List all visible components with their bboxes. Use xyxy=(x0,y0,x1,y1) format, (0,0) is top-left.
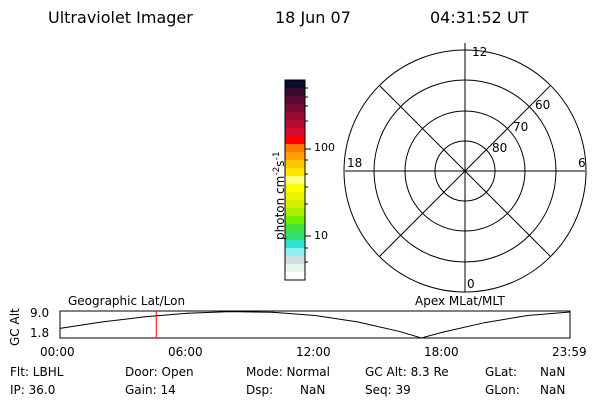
mlt-label-6: 6 xyxy=(578,156,586,170)
colorbar-band xyxy=(285,240,305,249)
chart-frame xyxy=(59,310,571,339)
colorbar-tick-100: 100 xyxy=(314,141,335,154)
colorbar-band xyxy=(285,184,305,193)
altitude-point xyxy=(484,322,486,324)
x-tick-1: 06:00 xyxy=(168,345,203,359)
y-tick-9: 9.0 xyxy=(30,306,50,320)
ip-label: IP: 36.0 xyxy=(10,383,56,397)
gain-label: Gain: 14 xyxy=(125,383,176,397)
altitude-point xyxy=(357,321,358,323)
x-tick-3: 18:00 xyxy=(424,345,459,359)
altitude-point xyxy=(102,321,103,323)
glat-label: GLat: xyxy=(485,365,518,379)
colorbar-band xyxy=(285,120,305,129)
gc-alt-label: GC Alt: 8.3 Re xyxy=(365,365,449,379)
colorbar-band xyxy=(285,200,305,209)
altitude-point xyxy=(314,315,316,316)
mlt-label-18: 18 xyxy=(347,156,363,170)
lat-label-80: 80 xyxy=(492,141,508,155)
colorbar-band xyxy=(285,176,305,185)
glat-value: NaN xyxy=(540,365,566,379)
colorbar-band xyxy=(285,104,305,113)
colorbar-band xyxy=(285,224,305,233)
colorbar-band xyxy=(285,152,305,161)
colorbar-band xyxy=(285,128,305,137)
colorbar-tick-10: 10 xyxy=(314,229,328,242)
geographic-title: Geographic Lat/Lon xyxy=(68,294,186,308)
colorbar-frame xyxy=(284,79,306,281)
colorbar-band xyxy=(285,272,305,281)
altitude-point xyxy=(187,312,188,314)
colorbar-band xyxy=(285,144,305,153)
colorbar-band xyxy=(285,80,305,89)
mlt-label-12: 12 xyxy=(472,45,488,59)
altitude-point xyxy=(420,337,422,339)
x-tick-4: 23:59 xyxy=(552,345,587,359)
apex-title: Apex MLat/MLT xyxy=(415,294,505,308)
mlt-label-0: 0 xyxy=(467,277,475,291)
altitude-point xyxy=(527,315,528,316)
x-tick-2: 12:00 xyxy=(296,345,331,359)
lat-label-70: 70 xyxy=(513,120,529,134)
altitude-point xyxy=(399,331,401,333)
altitude-point xyxy=(229,311,231,313)
altitude-point xyxy=(272,311,273,313)
colorbar-band xyxy=(285,168,305,177)
colorbar-band xyxy=(285,160,305,169)
glon-label: GLon: xyxy=(485,383,520,397)
glon-value: NaN xyxy=(540,383,566,397)
colorbar-band xyxy=(285,136,305,145)
colorbar-band xyxy=(285,112,305,121)
colorbar-band xyxy=(285,96,305,105)
filter-label: Flt: LBHL xyxy=(10,365,64,379)
time-label: 04:31:52 UT xyxy=(430,8,529,27)
instrument-title: Ultraviolet Imager xyxy=(48,8,193,27)
altitude-point xyxy=(442,331,443,333)
altitude-point xyxy=(144,316,146,318)
altitude-line xyxy=(59,311,571,339)
colorbar-band xyxy=(285,192,305,201)
colorbar-band xyxy=(285,208,305,217)
altitude-point xyxy=(569,311,571,313)
door-label: Door: Open xyxy=(125,365,194,379)
diagonal-line xyxy=(379,85,551,257)
lat-label-60: 60 xyxy=(535,98,551,112)
colorbar-band xyxy=(285,88,305,97)
colorbar-band xyxy=(285,264,305,273)
x-tick-0: 00:00 xyxy=(40,345,75,359)
colorbar-band xyxy=(285,232,305,241)
colorbar-band xyxy=(285,248,305,257)
seq-label: Seq: 39 xyxy=(365,383,411,397)
mode-label: Mode: Normal xyxy=(246,365,330,379)
colorbar-band xyxy=(285,216,305,225)
dsp-label: Dsp: xyxy=(246,383,274,397)
colorbar-band xyxy=(285,256,305,265)
y-tick-1.8: 1.8 xyxy=(30,326,50,340)
dsp-value: NaN xyxy=(300,383,326,397)
altitude-point xyxy=(59,327,61,329)
date-label: 18 Jun 07 xyxy=(275,8,351,27)
